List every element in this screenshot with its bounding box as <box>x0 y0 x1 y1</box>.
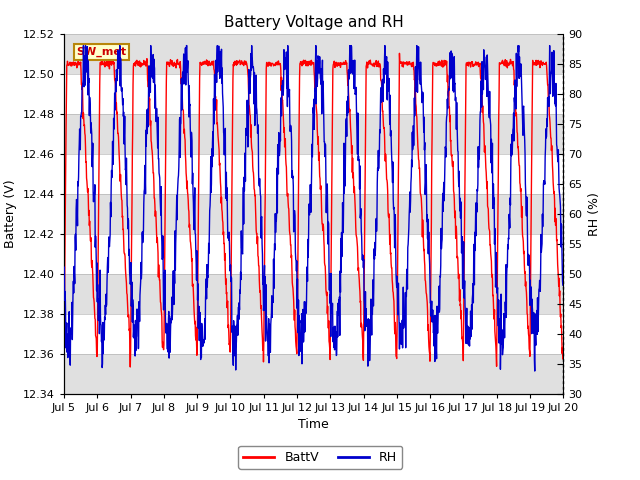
Bar <box>64 34 563 73</box>
Y-axis label: Battery (V): Battery (V) <box>4 180 17 248</box>
Bar <box>64 193 563 234</box>
Legend: BattV, RH: BattV, RH <box>238 446 402 469</box>
Y-axis label: RH (%): RH (%) <box>588 192 601 236</box>
Text: SW_met: SW_met <box>77 47 127 58</box>
X-axis label: Time: Time <box>298 418 329 431</box>
Bar <box>64 114 563 154</box>
Bar <box>64 354 563 394</box>
Bar <box>64 274 563 313</box>
Title: Battery Voltage and RH: Battery Voltage and RH <box>224 15 403 30</box>
